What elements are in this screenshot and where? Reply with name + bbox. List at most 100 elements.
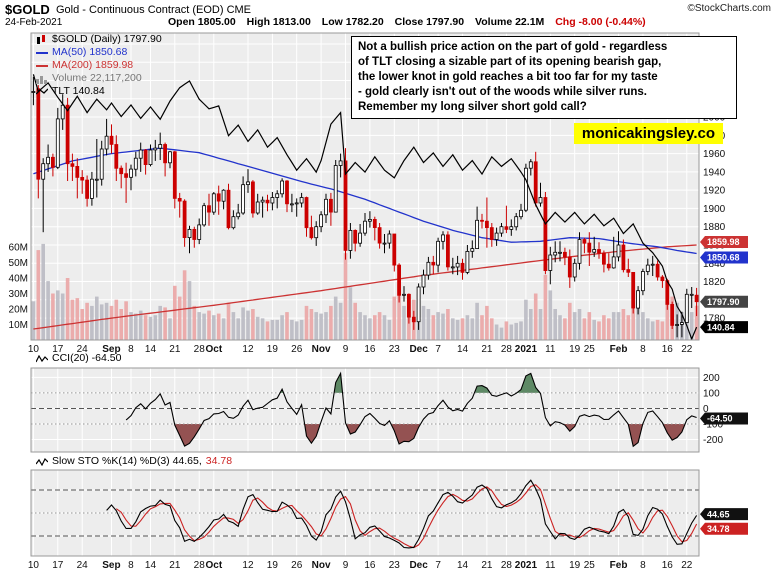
- svg-text:1880: 1880: [703, 222, 726, 233]
- cci-overbought-fill: [474, 385, 491, 393]
- svg-text:21: 21: [169, 560, 181, 571]
- svg-text:26: 26: [291, 344, 303, 355]
- svg-text:24: 24: [77, 344, 89, 355]
- svg-text:21: 21: [481, 560, 493, 571]
- svg-text:8: 8: [128, 560, 134, 571]
- svg-text:16: 16: [662, 344, 674, 355]
- svg-text:1900: 1900: [703, 204, 726, 215]
- svg-text:44.65: 44.65: [707, 509, 730, 519]
- cci-overbought-fill: [516, 373, 541, 393]
- svg-text:100: 100: [703, 388, 720, 399]
- cci-oversold-fill: [628, 424, 643, 447]
- legend-volume: Volume 22,117,200: [35, 72, 162, 85]
- svg-text:26: 26: [291, 560, 303, 571]
- quote-open: Open 1805.00: [168, 16, 236, 28]
- chart-header: $GOLD Gold - Continuous Contract (EOD) C…: [0, 0, 776, 30]
- svg-text:Sep: Sep: [102, 344, 120, 355]
- svg-text:23: 23: [389, 344, 401, 355]
- cci-oversold-fill: [663, 424, 686, 441]
- ma200-line-icon: [35, 63, 48, 69]
- volume-bars: [31, 243, 699, 341]
- svg-text:16: 16: [662, 560, 674, 571]
- svg-text:28: 28: [501, 344, 513, 355]
- svg-text:10: 10: [28, 344, 40, 355]
- svg-text:28: 28: [194, 344, 206, 355]
- svg-text:9: 9: [343, 560, 349, 571]
- cci-oversold-fill: [174, 424, 203, 447]
- candlestick-icon: [35, 34, 48, 45]
- quote-change: Chg -8.00 (-0.44%): [555, 16, 646, 28]
- quote-date: 24-Feb-2021: [5, 17, 63, 28]
- svg-text:14: 14: [457, 344, 469, 355]
- cci-overbought-fill: [334, 373, 343, 393]
- quote-close: Close 1797.90: [394, 16, 465, 28]
- svg-text:1820: 1820: [703, 277, 726, 288]
- svg-text:2021: 2021: [515, 560, 538, 571]
- svg-text:200: 200: [703, 373, 720, 384]
- svg-text:1780: 1780: [703, 314, 726, 325]
- svg-text:Oct: Oct: [206, 344, 223, 355]
- quote-volume: Volume 22.1M: [475, 16, 545, 28]
- axis-flag: [700, 321, 748, 334]
- svg-text:Nov: Nov: [312, 344, 331, 355]
- legend-ma200: MA(200) 1859.98: [35, 59, 162, 72]
- svg-text:8: 8: [640, 344, 646, 355]
- candlestick-series: [31, 76, 699, 338]
- svg-text:25: 25: [584, 560, 596, 571]
- symbol-label: $GOLD: [5, 2, 50, 17]
- svg-text:9: 9: [343, 344, 349, 355]
- svg-text:22: 22: [681, 560, 693, 571]
- svg-text:21: 21: [169, 344, 181, 355]
- cci-line: [125, 371, 697, 448]
- svg-text:Dec: Dec: [409, 560, 428, 571]
- legend-tlt: TLT 140.84: [35, 85, 162, 98]
- svg-text:11: 11: [545, 344, 556, 355]
- svg-text:22: 22: [681, 344, 693, 355]
- svg-text:1797.90: 1797.90: [707, 297, 740, 307]
- svg-text:1840: 1840: [703, 259, 726, 270]
- svg-text:14: 14: [457, 560, 469, 571]
- cci-legend: CCI(20) -64.50: [35, 352, 121, 365]
- sto-d-line: [115, 484, 698, 549]
- cci-indicator-icon: [35, 354, 48, 363]
- svg-text:Dec: Dec: [409, 344, 428, 355]
- svg-text:25: 25: [584, 344, 596, 355]
- volume-bars-icon: [35, 74, 48, 84]
- annotation-note: Not a bullish price action on the part o…: [351, 36, 737, 119]
- cci-oversold-fill: [390, 424, 421, 444]
- svg-text:60M: 60M: [9, 243, 28, 254]
- svg-text:40M: 40M: [9, 274, 28, 285]
- svg-text:1920: 1920: [703, 186, 726, 197]
- axis-flag: [700, 251, 748, 264]
- svg-text:12: 12: [242, 344, 254, 355]
- svg-text:Feb: Feb: [610, 560, 628, 571]
- svg-text:19: 19: [267, 560, 279, 571]
- svg-text:7: 7: [435, 344, 441, 355]
- ma50-line-icon: [35, 50, 48, 56]
- svg-text:28: 28: [194, 560, 206, 571]
- svg-text:Sep: Sep: [102, 560, 120, 571]
- svg-text:8: 8: [640, 560, 646, 571]
- svg-text:34.78: 34.78: [707, 524, 730, 534]
- tlt-line: [32, 74, 698, 341]
- svg-text:Oct: Oct: [206, 560, 223, 571]
- svg-text:0: 0: [703, 404, 709, 415]
- svg-text:-100: -100: [703, 420, 723, 431]
- svg-text:24: 24: [77, 560, 89, 571]
- legend-gold: $GOLD (Daily) 1797.90: [35, 33, 162, 46]
- svg-text:10M: 10M: [9, 320, 28, 331]
- svg-text:20M: 20M: [9, 305, 28, 316]
- stockcharts-copyright: ©StockCharts.com: [687, 3, 771, 14]
- svg-text:21: 21: [481, 344, 493, 355]
- svg-text:-64.50: -64.50: [707, 414, 733, 424]
- svg-text:Nov: Nov: [312, 560, 331, 571]
- svg-text:11: 11: [545, 560, 556, 571]
- axis-flag: [700, 412, 748, 425]
- sto-indicator-icon: [35, 457, 48, 466]
- svg-text:19: 19: [569, 560, 581, 571]
- axis-flag: [700, 522, 748, 535]
- svg-text:17: 17: [52, 560, 64, 571]
- instrument-title: Gold - Continuous Contract (EOD) CME: [56, 4, 252, 16]
- svg-text:7: 7: [435, 560, 441, 571]
